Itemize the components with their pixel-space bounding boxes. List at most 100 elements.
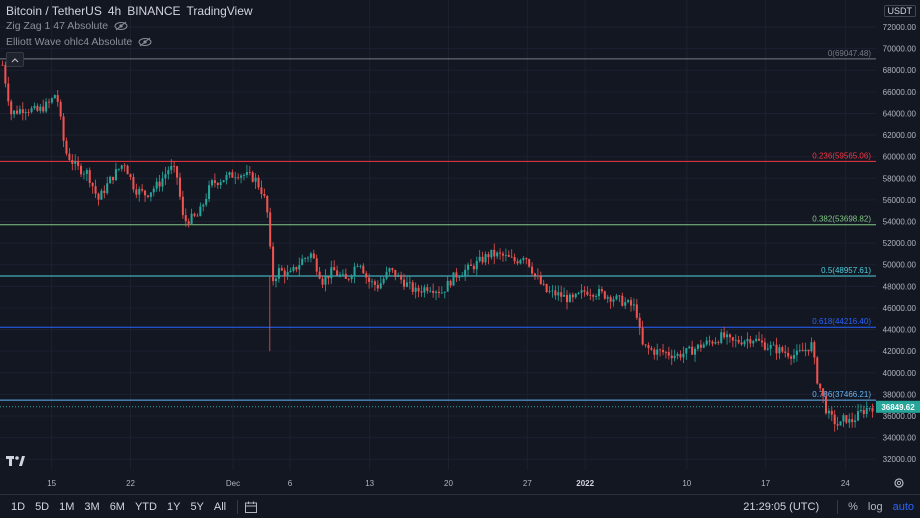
- price-tick-label: 44000.00: [883, 326, 917, 335]
- log-scale-toggle[interactable]: log: [867, 500, 883, 513]
- candle-body: [760, 340, 763, 343]
- timeframe-button-5d[interactable]: 5D: [35, 500, 50, 513]
- candle-body: [851, 419, 854, 423]
- timeframe-button-3m[interactable]: 3M: [84, 500, 100, 513]
- time-tick-label: 15: [47, 479, 56, 488]
- auto-scale-toggle[interactable]: auto: [892, 500, 914, 513]
- candle-body: [187, 221, 190, 224]
- tradingview-logo-icon: [6, 456, 25, 466]
- interval-label[interactable]: 4h: [107, 4, 122, 18]
- candle-body: [324, 276, 327, 285]
- timeframe-button-all[interactable]: All: [213, 500, 227, 513]
- candle-body: [39, 106, 42, 111]
- time-axis[interactable]: 15 22 Dec 6 13 20 27 2022 10 17 24: [0, 470, 904, 494]
- candle-body: [597, 289, 601, 297]
- candle-body: [289, 270, 292, 273]
- price-axis[interactable]: 32000.00 34000.00 36000.00 38000.00 40000.00…: [876, 0, 920, 470]
- eye-hidden-icon[interactable]: [114, 21, 128, 31]
- candle-body: [257, 177, 260, 188]
- candle-body: [167, 170, 170, 175]
- candle-body: [758, 338, 761, 341]
- candle-body: [333, 267, 336, 271]
- fib-level-label: 0.786(37466.21): [812, 390, 871, 399]
- timeframe-button-1d[interactable]: 1D: [11, 500, 26, 513]
- currency-label: USDT: [887, 6, 913, 16]
- candle-body: [440, 292, 443, 294]
- candle-body: [65, 140, 68, 154]
- eye-hidden-icon[interactable]: [138, 37, 152, 47]
- candle-body: [487, 254, 490, 258]
- candle-body: [292, 266, 295, 271]
- indicator-legend-elliott[interactable]: Elliott Wave ohlc4 Absolute: [6, 36, 152, 48]
- candle-body: [286, 272, 289, 277]
- candle-body: [225, 175, 228, 181]
- date-range-icon[interactable]: [244, 500, 258, 514]
- candle-body: [193, 213, 196, 216]
- candle-body: [845, 415, 848, 423]
- candle-body: [411, 282, 414, 292]
- time-tick-label: 20: [444, 479, 453, 488]
- candle-body: [280, 268, 283, 271]
- gear-icon[interactable]: [892, 476, 906, 490]
- candle-body: [321, 278, 324, 285]
- candle-body: [522, 258, 525, 260]
- candle-body: [720, 332, 723, 343]
- percent-scale-toggle[interactable]: %: [848, 500, 858, 513]
- candle-body: [737, 339, 740, 343]
- candle-body: [178, 177, 181, 197]
- candle-body: [545, 284, 548, 292]
- candle-body: [344, 273, 347, 279]
- price-tick-label: 60000.00: [883, 153, 917, 162]
- timeframe-button-1m[interactable]: 1M: [59, 500, 75, 513]
- time-tick-label: 24: [841, 479, 850, 488]
- candle-body: [827, 410, 830, 414]
- time-axis-svg[interactable]: 15 22 Dec 6 13 20 27 2022 10 17 24: [0, 470, 876, 494]
- candle-body: [839, 421, 842, 426]
- candle-body: [507, 254, 510, 257]
- timeframe-button-5y[interactable]: 5Y: [190, 500, 204, 513]
- candle-body: [91, 182, 94, 187]
- candle-body: [673, 355, 676, 359]
- candle-body: [417, 287, 420, 292]
- chart-plot-area[interactable]: 0(69047.48) 0.236(59565.06) 0.382(53698.82…: [0, 0, 876, 470]
- candle-body: [516, 261, 519, 264]
- candle-body: [822, 388, 825, 397]
- time-tick-label: 13: [365, 479, 374, 488]
- candle-body: [539, 276, 542, 284]
- candle-body: [117, 168, 120, 170]
- candle-body: [478, 256, 481, 262]
- chart-svg[interactable]: 0(69047.48) 0.236(59565.06) 0.382(53698.82…: [0, 0, 876, 470]
- timeframe-button-6m[interactable]: 6M: [109, 500, 125, 513]
- candle-body: [138, 188, 141, 195]
- candle-body: [641, 327, 644, 345]
- candle-body: [688, 346, 691, 349]
- candle-body: [50, 98, 53, 103]
- candle-body: [696, 344, 699, 349]
- candle-body: [376, 284, 379, 289]
- candle-body: [804, 349, 807, 352]
- price-axis-svg[interactable]: 32000.00 34000.00 36000.00 38000.00 40000.00…: [876, 0, 920, 470]
- symbol-name[interactable]: Bitcoin / TetherUS: [6, 4, 102, 18]
- fib-level-label: 0(69047.48): [828, 49, 871, 58]
- currency-button[interactable]: USDT: [883, 5, 916, 17]
- candle-body: [15, 110, 19, 114]
- candle-body: [106, 183, 109, 194]
- price-tick-label: 68000.00: [883, 66, 917, 75]
- candle-body: [493, 249, 496, 257]
- timeframe-button-1y[interactable]: 1Y: [166, 500, 181, 513]
- indicator-legend-zigzag[interactable]: Zig Zag 1 47 Absolute: [6, 20, 128, 32]
- fib-level-label: 0.5(48957.61): [821, 266, 871, 275]
- candle-body: [269, 212, 272, 247]
- timeframe-button-ytd[interactable]: YTD: [134, 500, 157, 513]
- candle-body: [298, 264, 301, 270]
- clock-timezone[interactable]: 21:29:05 (UTC): [743, 500, 820, 513]
- candle-body: [784, 351, 787, 353]
- candle-body: [263, 194, 266, 196]
- candle-body: [694, 348, 697, 355]
- collapse-legend-button[interactable]: [6, 52, 24, 67]
- toolbar-divider: [837, 499, 839, 514]
- candle-body: [685, 348, 688, 354]
- candle-body: [347, 278, 350, 280]
- candle-body: [405, 282, 408, 287]
- candle-body: [481, 256, 484, 263]
